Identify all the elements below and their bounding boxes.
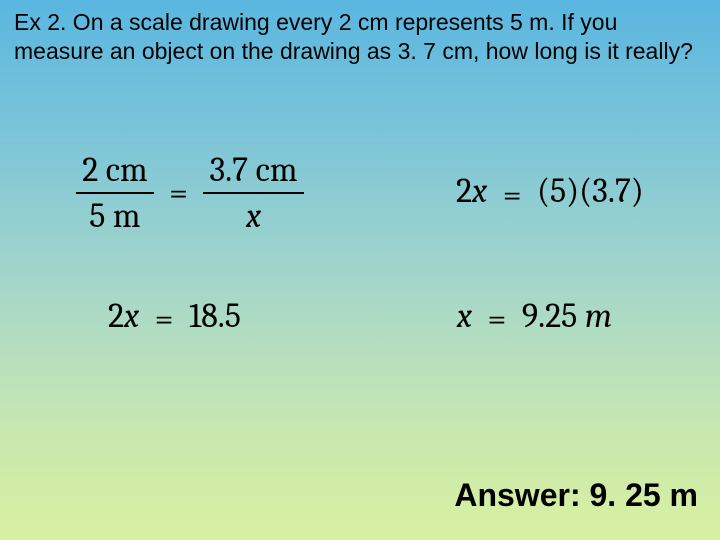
right-denominator: x	[246, 196, 261, 236]
question-text: Ex 2. On a scale drawing every 2 cm repr…	[14, 8, 706, 66]
equals-sign: =	[480, 299, 515, 339]
equals-sign: =	[495, 175, 530, 215]
solve-step: x = 9.25 m	[457, 296, 612, 339]
work-area: 2 cm 5 m = 3.7 cm x 2x = (5)(3.7) 2x = 1…	[0, 150, 720, 399]
answer-line: Answer: 9. 25 m	[454, 477, 698, 514]
answer-label: Answer:	[454, 477, 580, 513]
simplify-step: 2x = 18.5	[108, 296, 241, 339]
equals-sign: =	[161, 173, 196, 213]
answer-value: 9. 25 m	[589, 477, 698, 513]
cross-multiply: 2x = (5)(3.7)	[456, 171, 644, 214]
step2-rhs: 18.5	[189, 296, 241, 336]
math-row-1: 2 cm 5 m = 3.7 cm x 2x = (5)(3.7)	[0, 150, 720, 236]
math-row-2: 2x = 18.5 x = 9.25 m	[0, 296, 720, 339]
step1-rhs: (5)(3.7)	[537, 171, 644, 211]
left-numerator: 2 cm	[82, 150, 147, 190]
right-numerator: 3.7 cm	[209, 150, 297, 190]
equals-sign: =	[147, 299, 182, 339]
left-denominator: 5 m	[89, 196, 140, 236]
proportion-equation: 2 cm 5 m = 3.7 cm x	[76, 150, 303, 236]
